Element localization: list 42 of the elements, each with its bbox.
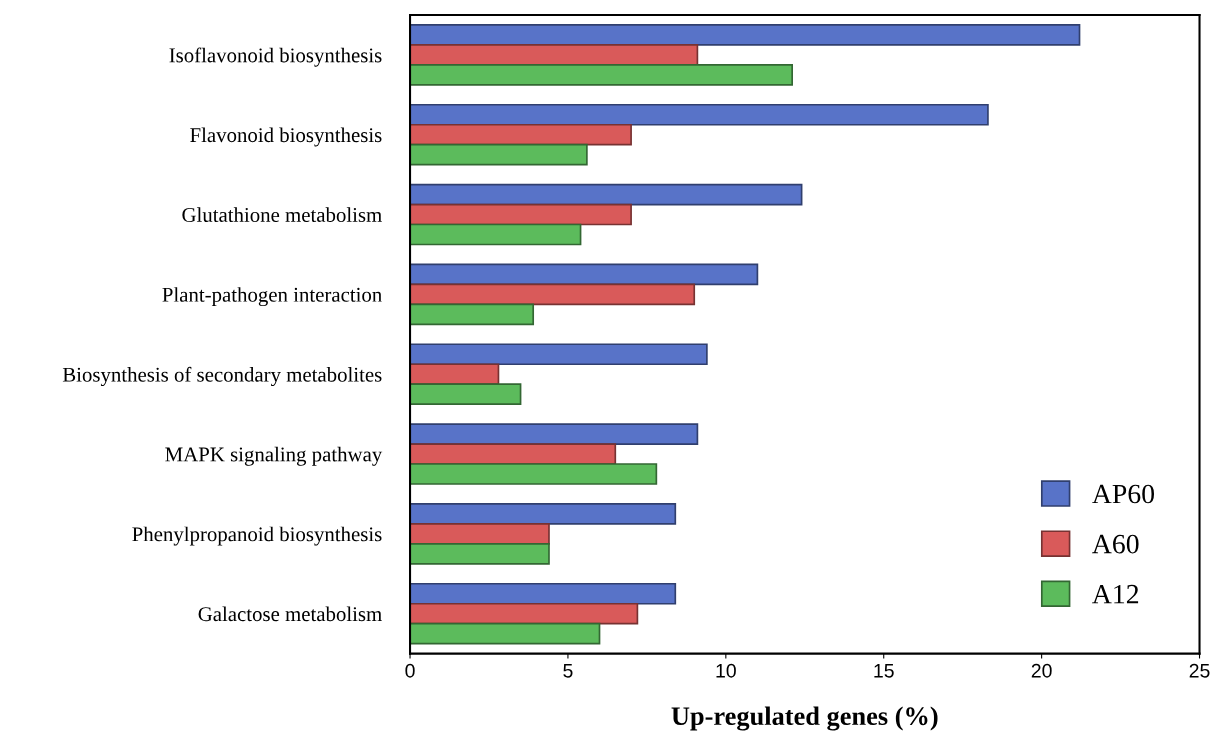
bar: [410, 363, 500, 386]
bar: [410, 183, 803, 206]
bar: [410, 503, 677, 525]
bar: [410, 44, 699, 66]
y-tick-label: Flavonoid biosynthesis: [190, 127, 382, 147]
x-tick-label: 25: [1189, 663, 1210, 678]
y-tick-label: Glutathione metabolism: [182, 207, 382, 222]
bar: [410, 143, 588, 166]
y-tick-label: Isoflavonoid biosynthesis: [169, 47, 382, 67]
bar: [410, 283, 696, 306]
x-tick-label: 15: [874, 664, 894, 678]
bar: [410, 582, 677, 605]
bar: [410, 543, 550, 565]
bar: [410, 223, 582, 246]
bar: [410, 263, 759, 286]
bar: [410, 602, 639, 625]
y-tick-label: MAPK signaling pathway: [165, 446, 383, 466]
y-tick-label: Galactose metabolism: [198, 606, 382, 622]
y-tick-label: Biosynthesis of secondary metabolites: [62, 366, 382, 387]
bar: [410, 423, 699, 445]
y-tick-label: Phenylpropanoid biosynthesis: [132, 526, 382, 546]
x-tick-label: 20: [1031, 663, 1052, 678]
y-tick-label: Plant-pathogen interaction: [162, 287, 382, 307]
bar: [410, 343, 708, 366]
bar: [410, 64, 793, 86]
bar: [410, 443, 617, 465]
legend-label: AP60: [1092, 484, 1155, 504]
x-tick-label: 10: [716, 663, 736, 678]
bar: [410, 303, 535, 326]
bar: [410, 103, 989, 126]
legend-label: A60: [1092, 534, 1139, 554]
legend-label: A12: [1092, 584, 1139, 604]
x-tick-label: 0: [405, 663, 415, 678]
bar: [410, 463, 658, 485]
bar: [410, 622, 601, 645]
bar: [410, 203, 632, 226]
bar: [410, 24, 1081, 46]
bar: [410, 123, 632, 146]
bar: [410, 523, 550, 545]
x-axis-title: Up-regulated genes (%): [671, 706, 938, 731]
bar: [410, 383, 522, 405]
x-tick-label: 5: [563, 664, 573, 678]
